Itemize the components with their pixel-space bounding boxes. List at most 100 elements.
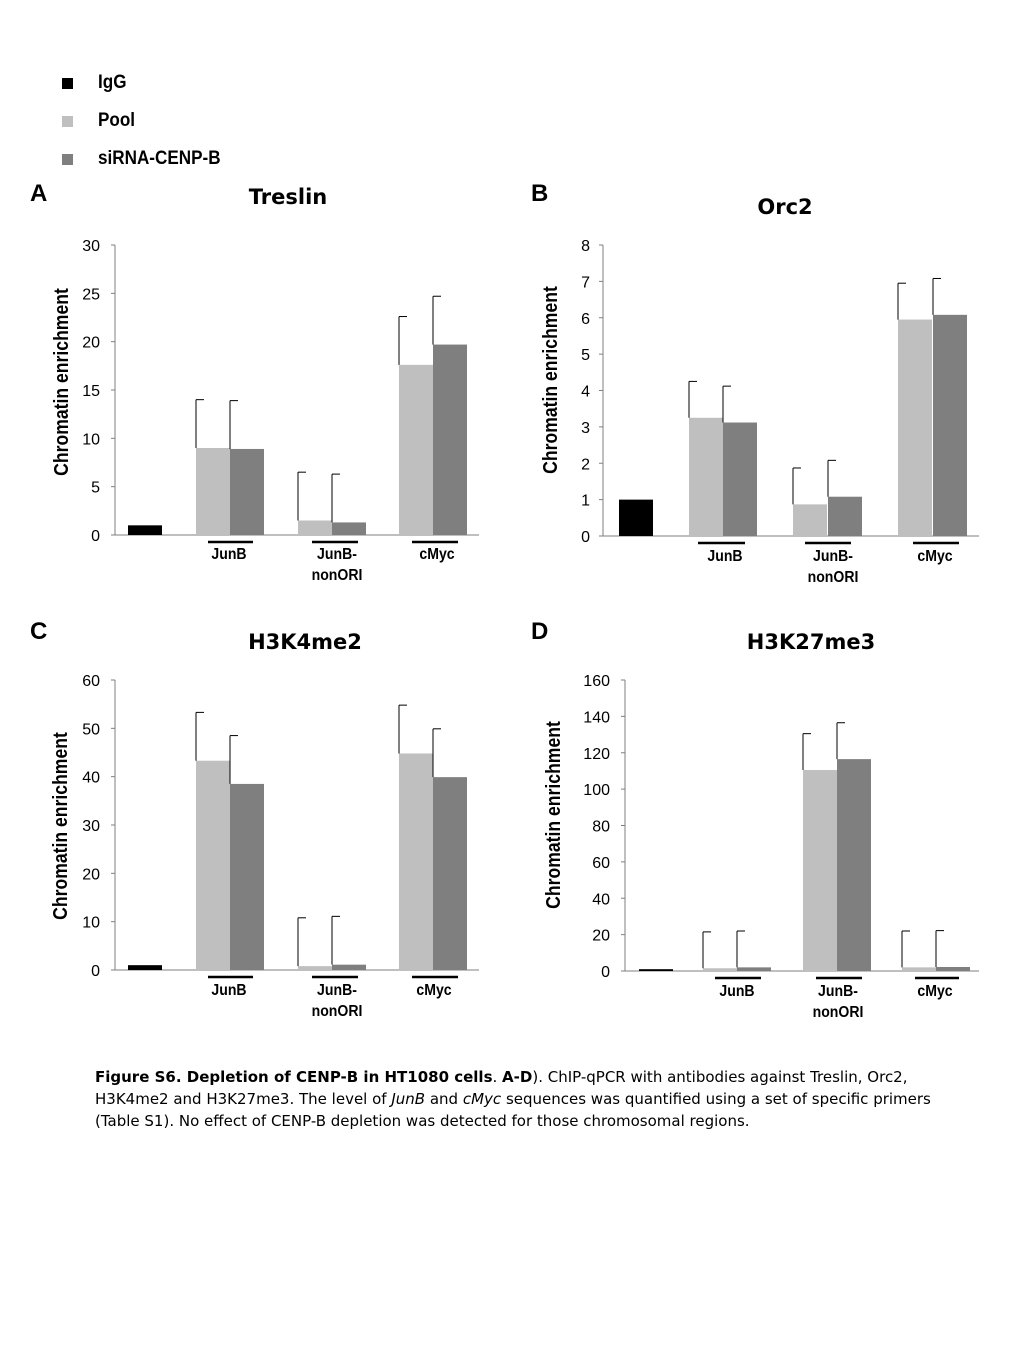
y-tick-label: 20 (82, 335, 100, 352)
bar (433, 344, 467, 535)
legend-swatch (62, 153, 73, 165)
y-tick-label: 15 (82, 383, 100, 400)
bar (639, 969, 673, 971)
y-axis-label: Chromatin enrichment (50, 287, 72, 475)
y-tick-label: 3 (581, 420, 590, 437)
category-label: nonORI (813, 1003, 864, 1021)
category-label: JunB (719, 982, 754, 1000)
y-tick-label: 7 (581, 274, 590, 291)
bar (902, 967, 936, 971)
y-tick-label: 30 (82, 818, 100, 835)
bar (332, 964, 366, 970)
caption-text-3: sequences was quantified using a set of … (95, 1090, 931, 1130)
bar (837, 759, 871, 971)
caption-cmyc: cMyc (462, 1090, 502, 1108)
bar (793, 504, 827, 536)
y-axis-label: Chromatin enrichment (49, 731, 71, 919)
y-tick-label: 4 (581, 384, 590, 401)
bar (399, 753, 433, 970)
caption-text-2: and (425, 1090, 463, 1108)
y-tick-label: 40 (82, 770, 100, 787)
bar (723, 422, 757, 536)
y-tick-label: 30 (82, 238, 100, 255)
caption-sep: . (492, 1068, 503, 1086)
category-label: cMyc (416, 981, 451, 999)
y-tick-label: 0 (601, 964, 610, 981)
bar (128, 525, 162, 535)
legend-swatch (62, 77, 73, 89)
category-label: cMyc (419, 545, 454, 563)
bar (737, 967, 771, 971)
chart-title-treslin: Treslin (248, 185, 328, 209)
category-label: nonORI (312, 1002, 363, 1020)
category-label: JunB- (818, 982, 858, 1000)
chart-title-orc2: Orc2 (757, 195, 813, 219)
category-label: JunB (211, 545, 246, 563)
y-tick-label: 100 (583, 782, 610, 799)
bar (828, 496, 862, 536)
panel-letter-c: C (30, 618, 48, 645)
legend-item: siRNA-CENP-B (62, 140, 234, 178)
bar (298, 520, 332, 535)
y-tick-label: 50 (82, 721, 100, 738)
bar (196, 448, 230, 535)
bar (703, 968, 737, 971)
category-label: nonORI (312, 566, 363, 584)
panel-letter-d: D (531, 618, 549, 645)
bar (803, 770, 837, 971)
y-axis-label: Chromatin enrichment (542, 720, 564, 908)
panel-letter-a: A (30, 180, 48, 207)
chart-title-h3k27me3: H3K27me3 (746, 630, 876, 654)
y-tick-label: 140 (583, 709, 610, 726)
legend-swatch (62, 115, 73, 127)
y-tick-label: 6 (581, 311, 590, 328)
category-label: JunB- (317, 981, 357, 999)
bar (619, 499, 653, 536)
category-label: JunB (707, 547, 742, 565)
panel-letter-b: B (531, 180, 549, 207)
bar (399, 364, 433, 535)
caption-text-1: ). ChIP-qPCR with antibodies against Tre… (95, 1068, 908, 1108)
y-tick-label: 60 (82, 673, 100, 690)
y-tick-label: 0 (581, 529, 590, 546)
legend-label: Pool (98, 110, 136, 131)
category-label: JunB- (813, 547, 853, 565)
bar (196, 760, 230, 970)
bar (689, 417, 723, 536)
category-label: nonORI (808, 568, 859, 586)
caption-junb: JunB (391, 1090, 426, 1108)
y-tick-label: 1 (581, 493, 590, 510)
legend: IgG Pool siRNA-CENP-B (62, 64, 234, 178)
category-label: cMyc (917, 982, 952, 1000)
bar (332, 522, 366, 535)
legend-label: siRNA-CENP-B (98, 148, 221, 169)
y-axis-label: Chromatin enrichment (539, 285, 561, 473)
figure-caption: Figure S6. Depletion of CENP-B in HT1080… (95, 1066, 975, 1132)
y-tick-label: 40 (592, 891, 610, 908)
y-tick-label: 5 (581, 347, 590, 364)
y-tick-label: 0 (91, 963, 100, 980)
caption-title: Figure S6. Depletion of CENP-B in HT1080… (95, 1068, 493, 1086)
category-label: cMyc (917, 547, 952, 565)
y-tick-label: 120 (583, 746, 610, 763)
y-tick-label: 20 (592, 928, 610, 945)
y-tick-label: 0 (91, 528, 100, 545)
category-label: JunB (211, 981, 246, 999)
bar (230, 783, 264, 970)
y-tick-label: 10 (82, 915, 100, 932)
legend-item: IgG (62, 64, 234, 102)
caption-panels: A-D (502, 1068, 533, 1086)
legend-item: Pool (62, 102, 234, 140)
bar (933, 314, 967, 536)
y-tick-label: 10 (82, 431, 100, 448)
y-tick-label: 80 (592, 819, 610, 836)
y-tick-label: 25 (82, 286, 100, 303)
y-tick-label: 2 (581, 456, 590, 473)
y-tick-label: 160 (583, 673, 610, 690)
bar (230, 448, 264, 535)
y-tick-label: 8 (581, 238, 590, 255)
bar (433, 777, 467, 970)
y-tick-label: 20 (82, 866, 100, 883)
y-tick-label: 60 (592, 855, 610, 872)
